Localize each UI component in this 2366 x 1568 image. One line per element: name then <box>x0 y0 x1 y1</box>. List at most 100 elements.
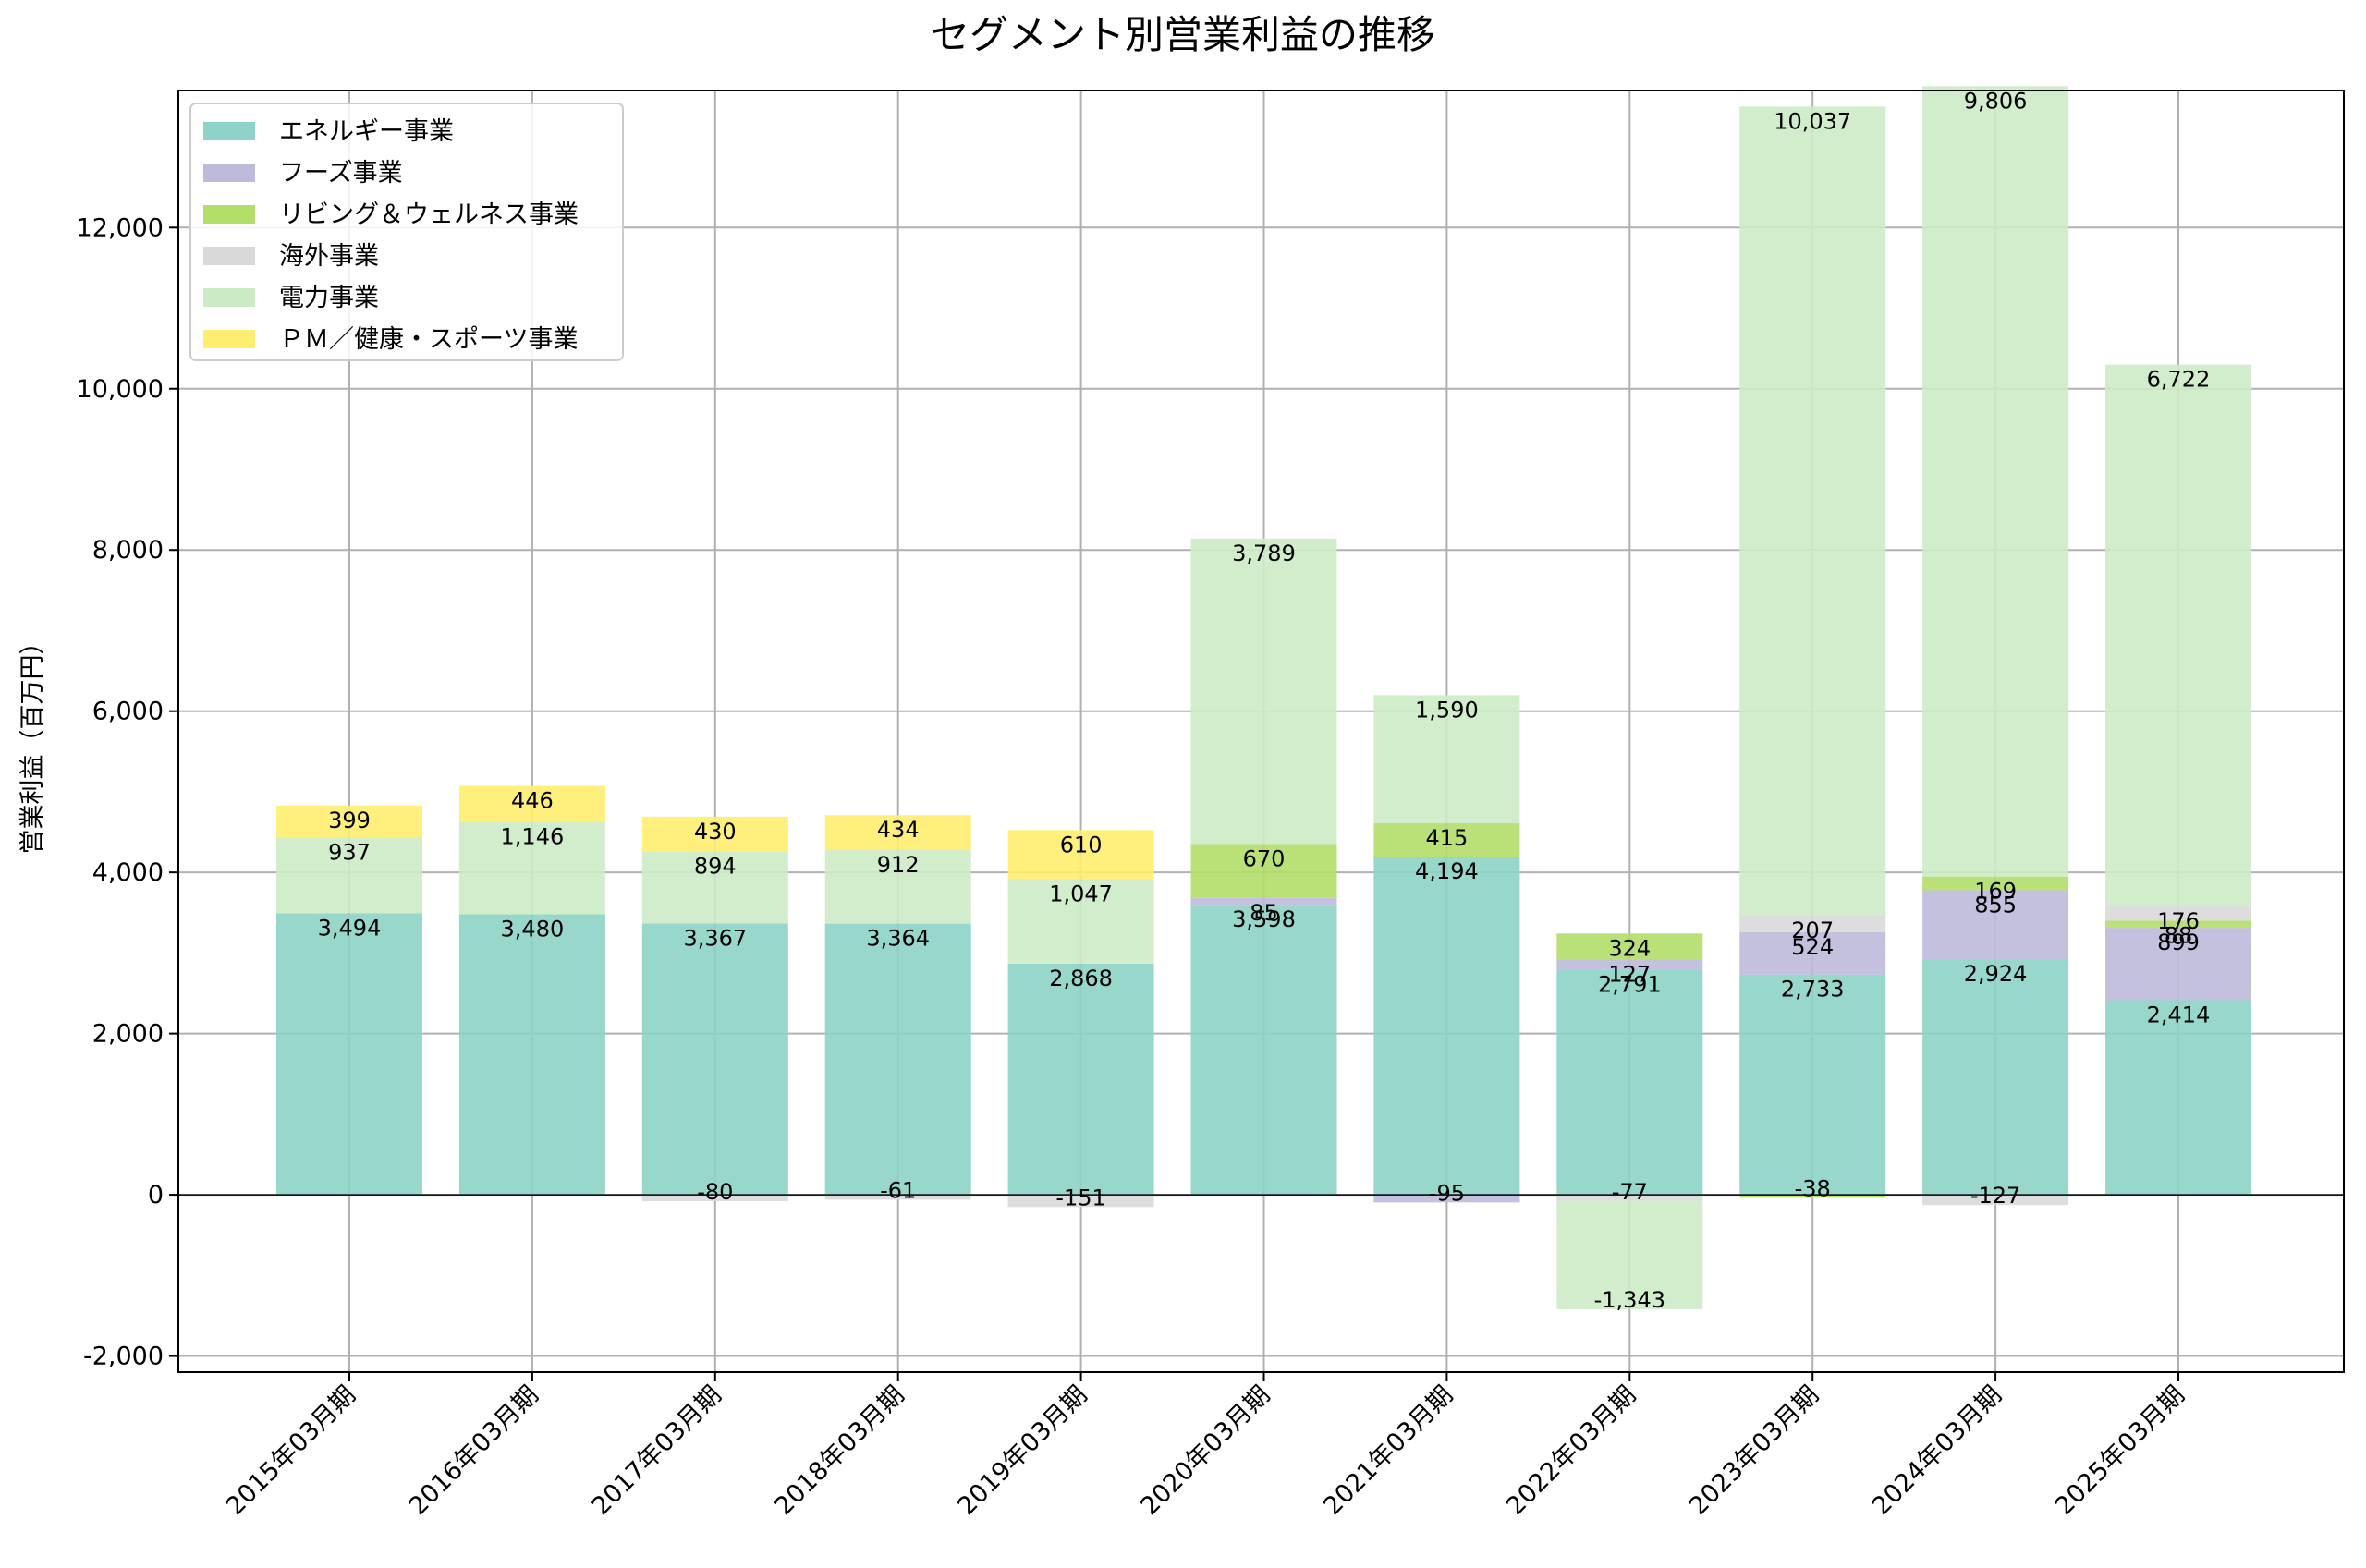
x-tick-label-2: 2017年03月期 <box>587 1380 727 1521</box>
bar-label-0-3: 3,364 <box>866 926 930 952</box>
bar-1-7 <box>1556 959 1703 970</box>
bar-5-2 <box>641 816 788 852</box>
bar-label-3-10: 176 <box>2157 908 2200 934</box>
bar-0-1 <box>458 914 605 1196</box>
bar-5-3 <box>824 815 971 851</box>
bar-label-2-7: 324 <box>1608 935 1651 961</box>
bar-label-4-5: 3,789 <box>1232 541 1296 566</box>
bar-label-1-6: -95 <box>1429 1180 1465 1206</box>
legend-box <box>189 103 624 361</box>
bars <box>276 86 2251 1309</box>
plot-frame <box>177 90 2345 1373</box>
y-tick-label-5: 8,000 <box>92 536 164 565</box>
bar-label-0-7: 2,791 <box>1598 972 1662 998</box>
bar-1-6 <box>1373 1195 1520 1203</box>
bar-label-5-1: 446 <box>511 788 554 814</box>
bar-label-2-6: 415 <box>1425 825 1468 851</box>
bar-label-2-8: -38 <box>1795 1175 1831 1201</box>
bar-label-4-4: 1,047 <box>1049 881 1113 907</box>
bar-label-1-7: 127 <box>1608 962 1651 988</box>
bar-label-2-9: 169 <box>1974 879 2017 905</box>
chart-title: セグメント別営業利益の推移 <box>931 12 1435 57</box>
bar-4-10 <box>2105 364 2251 907</box>
bar-5-0 <box>276 805 422 838</box>
bar-label-1-9: 855 <box>1974 892 2017 918</box>
bar-label-0-5: 3,598 <box>1232 906 1296 932</box>
bar-3-10 <box>2105 906 2251 921</box>
bar-label-3-7: -77 <box>1612 1179 1648 1205</box>
bar-4-4 <box>1007 879 1154 964</box>
bar-label-3-4: -151 <box>1055 1185 1105 1210</box>
x-tick-label-10: 2025年03月期 <box>2050 1380 2190 1521</box>
bar-label-0-4: 2,868 <box>1049 966 1113 991</box>
bar-label-5-0: 399 <box>328 808 371 833</box>
bar-3-9 <box>1922 1195 2069 1206</box>
bar-3-7 <box>1556 1195 1703 1201</box>
legend-label-5: ＰＭ／健康・スポーツ事業 <box>279 325 578 354</box>
x-tick-label-1: 2016年03月期 <box>404 1380 544 1521</box>
y-tick-label-6: 10,000 <box>77 375 164 404</box>
bar-1-8 <box>1739 931 1886 975</box>
x-tick-label-7: 2022年03月期 <box>1501 1380 1641 1521</box>
bar-label-0-1: 3,480 <box>501 917 565 942</box>
bar-label-4-9: 9,806 <box>1964 88 2028 114</box>
bar-2-7 <box>1556 933 1703 960</box>
bar-label-4-8: 10,037 <box>1774 108 1851 134</box>
y-tick-label-1: 0 <box>148 1181 164 1209</box>
bar-4-3 <box>824 850 971 924</box>
bar-0-10 <box>2105 1000 2251 1196</box>
legend-swatch-5 <box>203 330 255 348</box>
y-tick-label-7: 12,000 <box>77 213 164 242</box>
bar-2-6 <box>1373 823 1520 857</box>
bar-0-5 <box>1190 905 1337 1196</box>
bar-label-4-10: 6,722 <box>2147 367 2211 393</box>
bar-4-7 <box>1556 1200 1703 1309</box>
bar-label-4-0: 937 <box>328 840 371 866</box>
y-tick-label-4: 6,000 <box>92 698 164 726</box>
bar-0-4 <box>1007 963 1154 1196</box>
bar-label-5-4: 610 <box>1060 832 1103 857</box>
bar-value-labels: 3,494 937 399 3,480 1,146 446 3,367 -80 894 430 3,… <box>318 88 2211 1313</box>
y-tick-label-2: 2,000 <box>92 1020 164 1049</box>
legend-swatch-2 <box>203 205 255 224</box>
x-tick-label-5: 2020年03月期 <box>1135 1380 1275 1521</box>
legend-label-0: エネルギー事業 <box>279 117 454 146</box>
bar-2-5 <box>1190 844 1337 898</box>
legend-label-4: 電力事業 <box>279 284 379 312</box>
x-tick-label-3: 2018年03月期 <box>770 1380 910 1521</box>
y-tick-label-0: -2,000 <box>83 1343 164 1371</box>
bar-0-3 <box>824 923 971 1196</box>
legend-swatch-3 <box>203 247 255 265</box>
x-tick-label-0: 2015年03月期 <box>221 1380 361 1521</box>
bar-2-10 <box>2105 920 2251 929</box>
bar-label-0-6: 4,194 <box>1415 858 1479 884</box>
bar-3-8 <box>1739 915 1886 932</box>
bar-label-0-8: 2,733 <box>1781 977 1845 1003</box>
bar-label-4-2: 894 <box>694 853 737 879</box>
bar-label-0-10: 2,414 <box>2147 1003 2211 1028</box>
bar-label-3-3: -61 <box>880 1177 916 1203</box>
y-tick-label-3: 4,000 <box>92 858 164 887</box>
bar-label-1-10: 899 <box>2157 930 2200 955</box>
bar-0-9 <box>1922 959 2069 1196</box>
x-tick-label-9: 2024年03月期 <box>1867 1380 2007 1521</box>
legend-swatch-0 <box>203 122 255 140</box>
bar-1-5 <box>1190 897 1337 906</box>
bar-2-9 <box>1922 876 2069 891</box>
y-axis-title: 営業利益（百万円） <box>18 630 47 855</box>
bar-3-2 <box>641 1195 788 1202</box>
legend-swatch-4 <box>203 288 255 307</box>
bar-label-3-2: -80 <box>697 1179 733 1205</box>
bar-label-4-7: -1,343 <box>1594 1287 1665 1313</box>
bar-0-6 <box>1373 857 1520 1196</box>
bar-0-2 <box>641 923 788 1196</box>
legend-label-1: フーズ事業 <box>279 159 403 188</box>
bar-5-1 <box>458 785 605 822</box>
bar-4-0 <box>276 837 422 914</box>
bar-label-1-8: 524 <box>1791 934 1834 960</box>
bar-1-10 <box>2105 928 2251 1001</box>
bar-label-4-3: 912 <box>877 852 920 878</box>
bar-0-8 <box>1739 974 1886 1196</box>
